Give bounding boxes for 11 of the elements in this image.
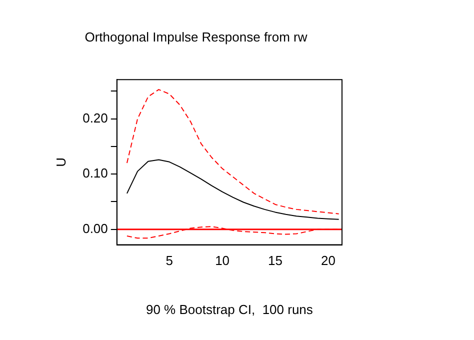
y-tick-label: 0.10 xyxy=(82,166,108,181)
x-tick-label: 5 xyxy=(166,253,173,268)
y-tick-label: 0.00 xyxy=(82,220,108,236)
x-tick-label: 20 xyxy=(320,253,336,268)
x-tick-label: 10 xyxy=(215,253,230,268)
line-series xyxy=(126,89,340,214)
y-axis-title: U xyxy=(53,158,68,167)
x-axis-title: 90 % Bootstrap CI, 100 runs xyxy=(146,302,314,317)
y-tick-label: 0.20 xyxy=(82,110,108,126)
chart-title: Orthogonal Impulse Response from rw xyxy=(84,29,308,44)
x-tick-label: 15 xyxy=(268,253,282,268)
